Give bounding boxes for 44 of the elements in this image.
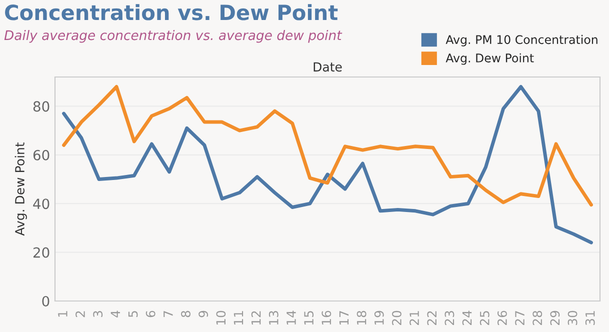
y-tick-label: 60 xyxy=(33,150,50,160)
y-tick-label: 20 xyxy=(33,247,50,258)
x-tick-label: 16 xyxy=(322,310,332,325)
x-tick-label: 25 xyxy=(480,311,490,326)
x-tick-label: 6 xyxy=(146,310,156,318)
x-tick-label: 20 xyxy=(392,310,402,326)
x-tick-label: 27 xyxy=(515,311,524,326)
x-tick-label: 19 xyxy=(374,310,384,325)
x-tick-label: 4 xyxy=(110,310,120,318)
legend-label: Avg. Dew Point xyxy=(446,53,534,65)
x-tick-label: 18 xyxy=(356,310,366,325)
x-tick-label: 26 xyxy=(497,310,507,326)
x-tick-label: 7 xyxy=(164,311,173,317)
chart-title: Concentration vs. Dew Point xyxy=(5,4,338,20)
x-tick-label: 9 xyxy=(198,310,208,318)
x-tick-label: 8 xyxy=(181,310,190,318)
x-tick-label: 21 xyxy=(410,311,419,326)
y-axis-title: Avg. Dew Point xyxy=(14,142,27,236)
x-tick-label: 30 xyxy=(568,310,578,325)
x-tick-label: 23 xyxy=(444,311,454,326)
x-tick-label: 31 xyxy=(585,311,595,325)
x-tick-label: 5 xyxy=(128,311,138,318)
x-tick-label: 22 xyxy=(427,311,436,326)
x-axis-title: Date xyxy=(314,62,342,72)
y-tick-label: 80 xyxy=(33,101,50,112)
x-tick-label: 24 xyxy=(462,310,472,326)
x-tick-label: 28 xyxy=(532,310,542,326)
y-tick-label: 0 xyxy=(42,296,50,306)
x-tick-label: 10 xyxy=(216,310,226,325)
x-tick-label: 17 xyxy=(339,311,349,325)
chart-subtitle: Daily average concentration vs. average dew point xyxy=(4,30,342,43)
x-tick-label: 15 xyxy=(304,311,314,325)
x-tick-label: 29 xyxy=(550,310,560,326)
x-tick-label: 2 xyxy=(76,311,85,318)
x-tick-label: 13 xyxy=(268,311,278,325)
x-tick-label: 12 xyxy=(251,311,261,325)
x-tick-label: 3 xyxy=(93,311,103,318)
y-tick-label: 40 xyxy=(33,198,50,210)
line-series xyxy=(62,85,593,244)
x-tick-label: 11 xyxy=(234,311,244,325)
x-tick-label: 14 xyxy=(286,310,296,325)
line-series xyxy=(62,85,593,207)
legend-label: Avg. PM 10 Concentration xyxy=(446,34,598,46)
x-tick-label: 1 xyxy=(58,311,68,317)
